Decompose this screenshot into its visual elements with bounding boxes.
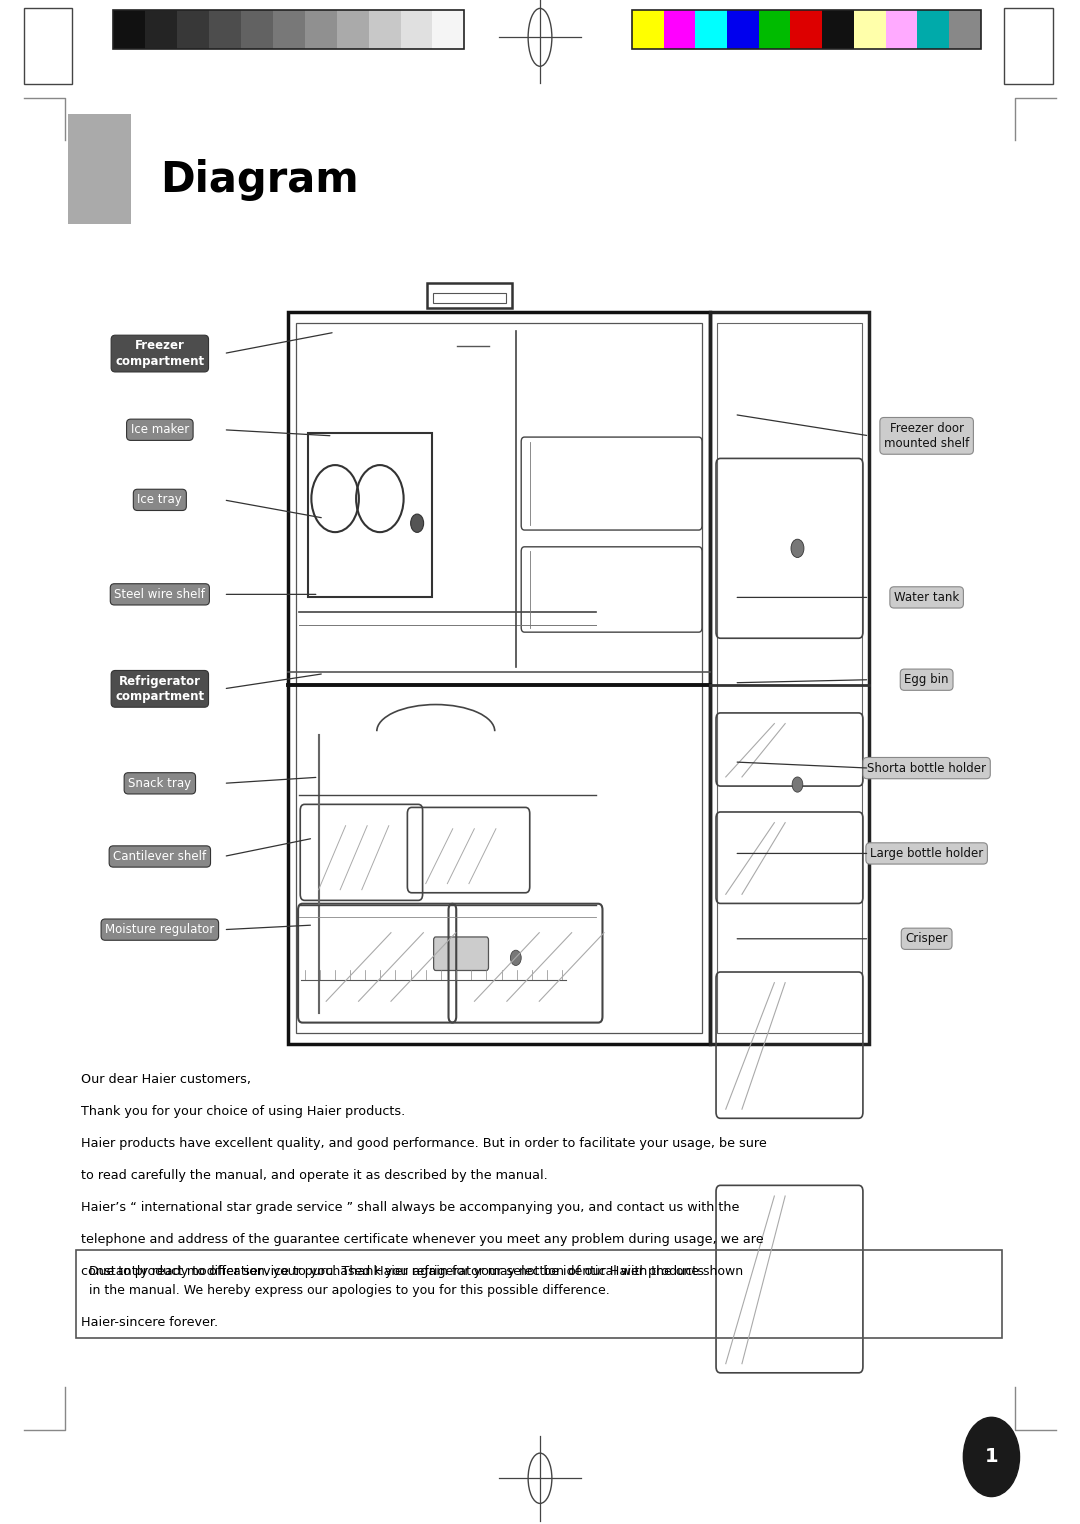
Bar (368, 11, 401, 49)
Bar (632, 11, 981, 49)
Text: Our dear Haier customers,: Our dear Haier customers, (81, 1073, 251, 1087)
Bar (146, 11, 177, 49)
Bar (758, 11, 791, 49)
Text: Shorta bottle holder: Shorta bottle holder (867, 762, 986, 774)
Circle shape (791, 539, 804, 558)
Text: Refrigerator
compartment: Refrigerator compartment (116, 675, 204, 703)
Circle shape (963, 1417, 1020, 1497)
Text: Haier products have excellent quality, and good performance. But in order to fac: Haier products have excellent quality, a… (81, 1137, 767, 1151)
FancyBboxPatch shape (433, 937, 488, 971)
Bar (308, 433, 432, 597)
Text: 1: 1 (985, 1448, 998, 1466)
Text: Water tank: Water tank (894, 591, 959, 604)
Bar (241, 11, 273, 49)
Bar (710, 312, 869, 1044)
Bar (854, 11, 886, 49)
Bar (210, 11, 241, 49)
Text: Ice maker: Ice maker (131, 424, 189, 436)
Text: Cantilever shelf: Cantilever shelf (113, 850, 206, 863)
Bar (822, 11, 854, 49)
Bar (401, 11, 432, 49)
Text: Freezer door
mounted shelf: Freezer door mounted shelf (885, 422, 969, 450)
Bar (68, 114, 131, 224)
Circle shape (792, 777, 802, 792)
Text: to read carefully the manual, and operate it as described by the manual.: to read carefully the manual, and operat… (81, 1169, 548, 1183)
Text: constantly ready to offer service to you. Thank you again for your selection of : constantly ready to offer service to you… (81, 1265, 708, 1279)
Text: Moisture regulator: Moisture regulator (105, 924, 215, 936)
Bar (76, 1250, 1002, 1338)
Text: Egg bin: Egg bin (904, 674, 949, 686)
Bar (949, 11, 981, 49)
Text: telephone and address of the guarantee certificate whenever you meet any problem: telephone and address of the guarantee c… (81, 1233, 764, 1247)
Bar (177, 11, 210, 49)
Bar (886, 11, 917, 49)
Bar (428, 283, 512, 308)
Bar (717, 323, 862, 1033)
Text: Steel wire shelf: Steel wire shelf (114, 588, 205, 600)
Text: Large bottle holder: Large bottle holder (870, 847, 983, 860)
Bar (113, 11, 464, 49)
Bar (663, 11, 696, 49)
Bar (113, 11, 146, 49)
Bar (305, 11, 337, 49)
Bar (727, 11, 758, 49)
Bar (433, 293, 507, 303)
Text: Due to product modification, your purchased Haier refrigerator may not be identi: Due to product modification, your purcha… (89, 1265, 743, 1297)
Bar (1004, 8, 1053, 84)
Text: Ice tray: Ice tray (137, 494, 183, 506)
Bar (791, 11, 822, 49)
Text: Crisper: Crisper (905, 933, 948, 945)
Bar (273, 11, 305, 49)
Bar (432, 11, 464, 49)
Circle shape (410, 514, 423, 532)
Text: Haier-sincere forever.: Haier-sincere forever. (81, 1317, 218, 1329)
Bar (296, 323, 702, 1033)
Circle shape (511, 951, 522, 966)
Bar (917, 11, 949, 49)
Bar (288, 312, 710, 1044)
Text: Freezer
compartment: Freezer compartment (116, 340, 204, 367)
Text: Haier’s “ international star grade service ” shall always be accompanying you, a: Haier’s “ international star grade servi… (81, 1201, 740, 1215)
Text: Thank you for your choice of using Haier products.: Thank you for your choice of using Haier… (81, 1105, 405, 1119)
Bar (696, 11, 727, 49)
Bar (24, 8, 72, 84)
Bar (632, 11, 663, 49)
Bar (337, 11, 368, 49)
Text: Diagram: Diagram (160, 158, 359, 201)
Text: Snack tray: Snack tray (129, 777, 191, 789)
